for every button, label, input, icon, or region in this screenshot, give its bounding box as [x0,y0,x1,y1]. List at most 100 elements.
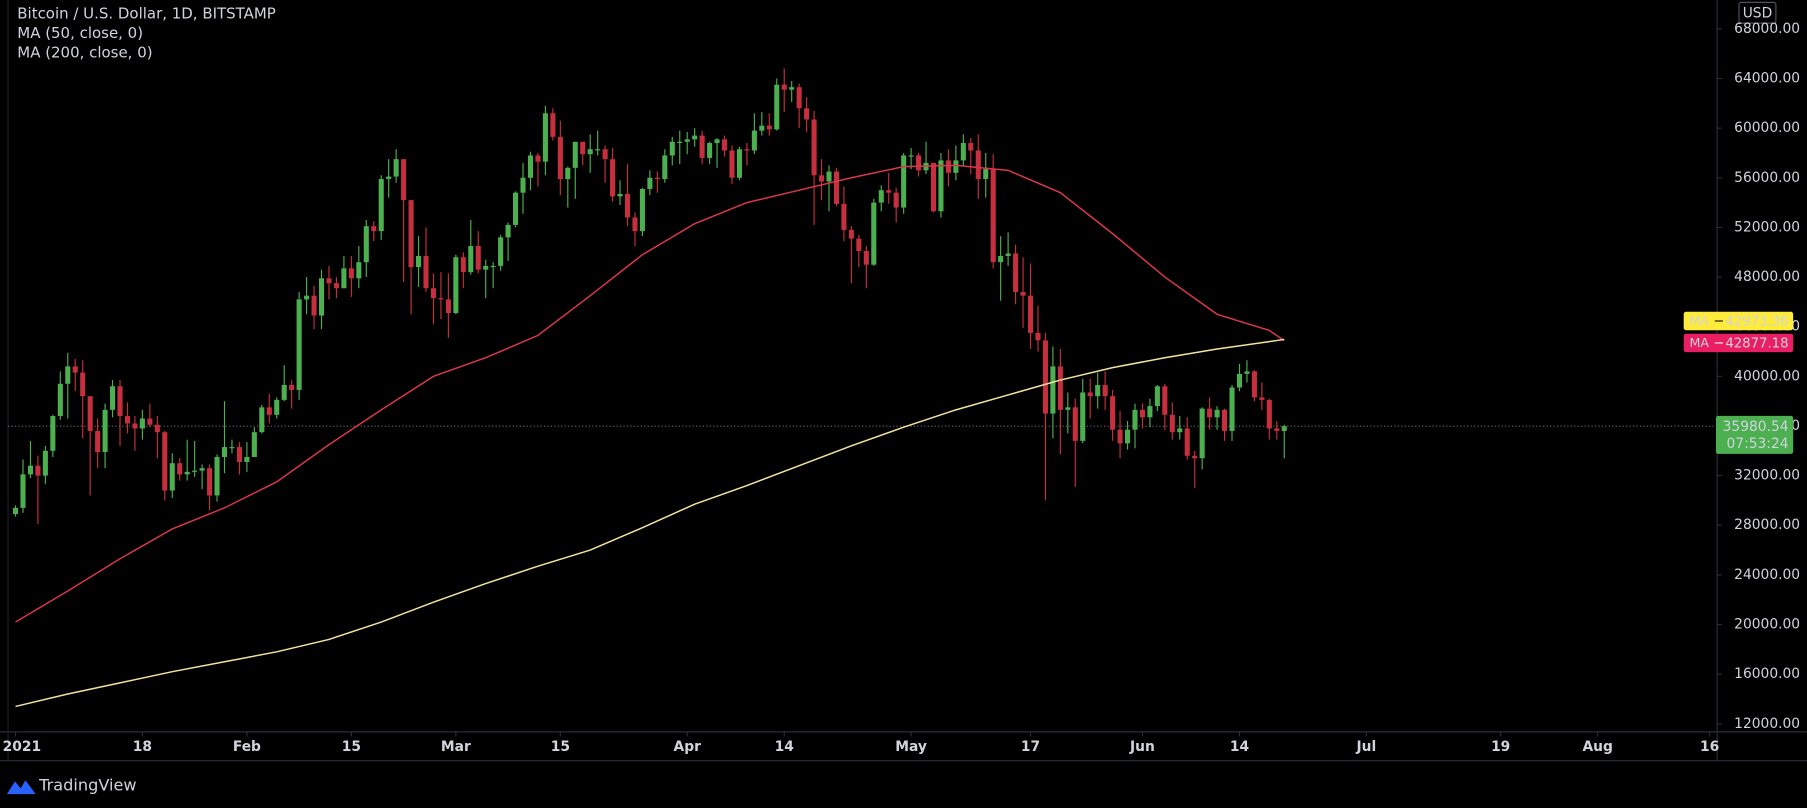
candle-body [557,136,563,180]
candle-body [751,130,757,151]
candle-body [27,465,33,475]
candle-body [1117,429,1123,444]
candle-body [1102,385,1108,397]
candle-body [348,268,354,279]
candle-body [110,386,116,410]
y-tick-label: 60000.00 [1734,120,1800,136]
candle-body [602,149,608,160]
candle-body [393,159,399,177]
candle-body [572,141,578,168]
candle-body [498,237,504,266]
candle-body [35,465,41,476]
candle-body [901,155,907,208]
candle-body [833,171,840,204]
candle-body [333,283,339,289]
candle-body [139,418,145,429]
candle-body [1027,295,1034,333]
candle-body [505,224,511,238]
candle-body [632,217,638,232]
x-tick-label: May [895,739,927,755]
y-tick-label: 40000.00 [1734,368,1800,384]
candle-body [80,372,86,397]
brand-logo[interactable]: TradingView [6,776,137,795]
candle-body [617,193,623,197]
candle-body [1080,392,1086,441]
candle-body [1132,409,1138,430]
candle-body [662,155,668,180]
candle-body [416,255,422,268]
candle-body [445,299,451,314]
candle-body [251,432,257,457]
candle-body [744,149,750,151]
candle-body [468,246,474,273]
candle-body [490,265,496,268]
candle-body [1266,399,1272,429]
ma-line [15,164,1285,623]
x-tick-label: Apr [674,739,702,755]
x-tick-label: 16 [1700,739,1719,755]
candle-body [65,366,71,384]
candle-body [184,471,190,475]
currency-box[interactable] [1738,1,1777,24]
ma-tag-value: 42973.36 [1725,315,1788,330]
candle-body [893,192,899,208]
candle-body [207,468,213,496]
candle-body [1124,429,1131,444]
x-tick-label: 2021 [3,739,41,755]
candle-body [341,268,347,289]
candle-body [229,447,235,449]
candle-body [789,87,795,90]
candle-body [692,135,698,140]
candle-body [1192,455,1198,459]
y-tick-label: 16000.00 [1734,666,1800,682]
y-tick-label: 20000.00 [1734,617,1800,633]
bar-countdown: 07:53:24 [1727,436,1789,452]
candle-body [177,463,183,475]
candle-body [1214,409,1220,418]
x-tick-label: 18 [133,739,152,755]
candle-body [244,456,250,462]
y-tick-label: 24000.00 [1734,567,1800,583]
candle-body [826,171,832,182]
candle-body [147,418,153,425]
candle-body [848,229,854,239]
candle-body [274,399,280,415]
y-tick-label: 32000.00 [1734,468,1800,484]
candle-body [1035,332,1041,341]
candle-body [863,250,869,265]
x-tick-label: Aug [1582,739,1612,755]
brand-name[interactable]: TradingView [38,776,136,795]
x-tick-label: 14 [1230,739,1249,755]
x-tick-label: 15 [551,739,570,755]
candle-body [811,119,817,176]
candle-body [1274,428,1280,431]
currency[interactable]: USD [1743,5,1773,21]
x-tick-label: Mar [441,739,471,755]
candle-body [565,167,571,180]
candle-body [960,143,966,161]
ma-tag-label: MA [1689,313,1709,328]
x-tick-label: Jun [1129,739,1155,755]
candle-body [669,141,675,156]
candle-body [475,246,481,270]
candle-body [401,159,407,201]
candle-body [1110,396,1116,430]
last-price-value: 35980.54 [1723,419,1789,435]
candle-body [759,125,765,131]
candle-body [281,385,287,400]
candle-body [12,507,19,515]
candle-body [610,159,616,197]
candle-body [50,416,56,451]
candle-body [916,155,922,171]
candle-body [132,423,138,429]
candle-body [513,192,519,225]
candle-body [587,149,593,155]
x-tick-label: Feb [233,739,261,755]
candle-body [326,278,332,284]
ma-tag-box [1683,311,1794,331]
y-tick-label: 68000.00 [1734,21,1800,37]
candle-body [214,456,220,496]
candle-body [953,160,959,173]
candle-body [886,190,892,193]
logo-icon[interactable] [6,780,36,795]
